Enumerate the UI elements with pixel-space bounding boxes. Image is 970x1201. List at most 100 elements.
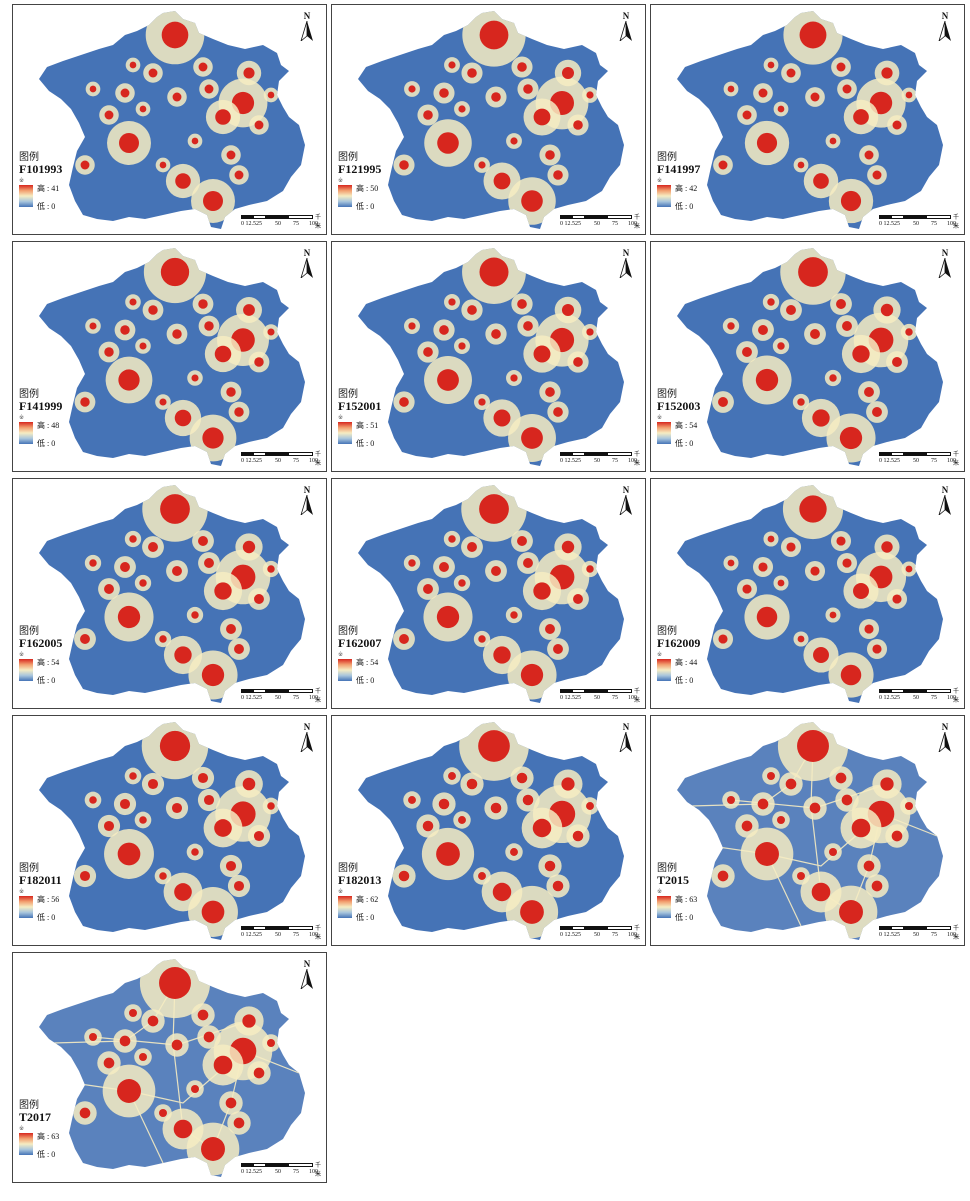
hotspot-core xyxy=(119,1035,131,1047)
scale-tick: 75 xyxy=(931,932,937,938)
hotspot-core xyxy=(448,61,456,69)
hotspot-core xyxy=(226,624,236,634)
scale-tick: 100 xyxy=(309,932,318,938)
hotspot-core xyxy=(881,541,893,553)
hotspot-core xyxy=(756,606,778,628)
hotspot-core xyxy=(510,137,518,145)
hotspot-core xyxy=(755,368,779,392)
legend-low-label: 低 : 0 xyxy=(37,913,56,922)
hotspot-core xyxy=(233,880,245,892)
hotspot-core xyxy=(516,772,528,784)
hotspot-core xyxy=(204,321,214,331)
hotspot-core xyxy=(398,870,410,882)
scale-tick: 75 xyxy=(612,695,618,701)
hotspot-core xyxy=(510,848,518,856)
map-panel: 图例 F152003 ※ 高 : 54 低 : 0 N 千米 0 12.525 … xyxy=(650,241,965,472)
hotspot-core xyxy=(267,328,275,336)
legend-high-label: 高 : 48 xyxy=(37,421,60,430)
legend-low-label: 低 : 0 xyxy=(356,439,375,448)
hotspot-core xyxy=(520,663,544,687)
hotspot-core xyxy=(810,92,820,102)
hotspot-core xyxy=(215,109,231,125)
hotspot-core xyxy=(174,409,192,427)
hotspot-core xyxy=(253,1067,265,1079)
hotspot-core xyxy=(905,565,913,573)
scale-tick: 50 xyxy=(594,458,600,464)
legend-high-label: 高 : 41 xyxy=(37,184,60,193)
hotspot-core xyxy=(118,369,140,391)
hotspot-core xyxy=(478,730,510,762)
north-arrow-icon xyxy=(938,20,951,43)
north-arrow: N xyxy=(300,11,314,46)
hotspot-core xyxy=(490,802,502,814)
hotspot-core xyxy=(786,305,796,315)
legend-low-label: 低 : 0 xyxy=(675,439,694,448)
legend-low-label: 低 : 0 xyxy=(37,202,56,211)
legend-low-label: 低 : 0 xyxy=(675,676,694,685)
legend-low-label: 低 : 0 xyxy=(37,439,56,448)
hotspot-core xyxy=(159,161,167,169)
hotspot-core xyxy=(517,62,527,72)
hotspot-core xyxy=(214,819,232,837)
hotspot-core xyxy=(836,299,846,309)
scale-segments xyxy=(241,452,313,456)
hotspot-core xyxy=(478,161,486,169)
legend-color-ramp xyxy=(19,896,33,918)
hotspot-core xyxy=(491,329,501,339)
hotspot-core xyxy=(202,427,224,449)
scale-tick: 0 12.525 xyxy=(879,932,900,938)
legend-color-ramp xyxy=(338,422,352,444)
scale-unit: 千米 xyxy=(634,926,641,941)
region-map xyxy=(39,11,305,229)
hotspot-core xyxy=(160,257,190,287)
scale-unit: 千米 xyxy=(315,926,322,941)
hotspot-core xyxy=(892,357,902,367)
hotspot-core xyxy=(439,88,449,98)
hotspot-core xyxy=(253,830,265,842)
hotspot-core xyxy=(225,1097,237,1109)
legend-marker: ※ xyxy=(338,415,344,421)
hotspot-core xyxy=(813,173,829,189)
hotspot-core xyxy=(545,387,555,397)
scale-segments xyxy=(879,689,951,693)
legend-color-ramp xyxy=(657,422,671,444)
map-panel: 图例 F141999 ※ 高 : 48 低 : 0 N 千米 0 12.525 … xyxy=(12,241,327,472)
scale-tick: 50 xyxy=(275,932,281,938)
hotspot-core xyxy=(422,820,434,832)
legend-color-ramp xyxy=(338,659,352,681)
hotspot-core xyxy=(758,88,768,98)
hotspot-core xyxy=(586,565,594,573)
north-label: N xyxy=(941,722,949,732)
north-arrow-icon xyxy=(619,257,632,280)
scale-tick: 100 xyxy=(947,932,956,938)
hotspot-core xyxy=(198,299,208,309)
hotspot-core xyxy=(226,150,236,160)
scale-tick: 100 xyxy=(309,458,318,464)
scale-segments xyxy=(879,926,951,930)
hotspot-core xyxy=(573,594,583,604)
scale-bar: 千米 0 12.525 50 75 100 xyxy=(241,215,321,231)
scale-tick: 100 xyxy=(947,221,956,227)
hotspot-core xyxy=(147,1015,159,1027)
scale-tick: 100 xyxy=(309,695,318,701)
hotspot-core xyxy=(89,559,97,567)
scale-tick: 75 xyxy=(612,458,618,464)
hotspot-core xyxy=(829,137,837,145)
scale-tick: 0 12.525 xyxy=(241,221,262,227)
hotspot-core xyxy=(842,84,852,94)
hotspot-core xyxy=(523,84,533,94)
map-panel: 图例 F141997 ※ 高 : 42 低 : 0 N 千米 0 12.525 … xyxy=(650,4,965,235)
scale-tick: 0 12.525 xyxy=(560,932,581,938)
legend-low-label: 低 : 0 xyxy=(356,676,375,685)
hotspot-core xyxy=(863,860,875,872)
north-arrow-icon xyxy=(619,20,632,43)
hotspot-core xyxy=(573,357,583,367)
legend-high-label: 高 : 63 xyxy=(37,1132,60,1141)
north-label: N xyxy=(622,248,630,258)
hotspot-core xyxy=(172,92,182,102)
hotspot-core xyxy=(191,374,199,382)
legend-title: 图例 xyxy=(338,626,358,637)
hotspot-core xyxy=(171,1039,183,1051)
hotspot-core xyxy=(510,374,518,382)
hotspot-core xyxy=(797,730,829,762)
